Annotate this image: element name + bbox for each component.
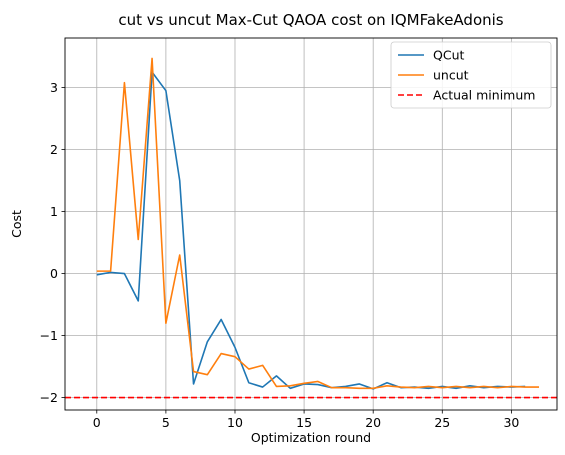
y-axis-label: Cost: [9, 210, 24, 238]
legend: QCut uncut Actual minimum: [390, 41, 552, 109]
plot-frame: [64, 37, 558, 411]
x-tick-label: 5: [162, 415, 170, 430]
x-tick-label: 0: [93, 415, 101, 430]
legend-box: [390, 41, 552, 109]
y-tick-label: −2: [40, 390, 58, 405]
x-tick-label: 15: [296, 415, 312, 430]
x-tick-label: 25: [434, 415, 450, 430]
y-tick-label: 1: [50, 204, 58, 219]
legend-label-uncut: uncut: [433, 68, 469, 83]
y-ticks: −2 −1 0 1 2 3: [40, 80, 65, 405]
legend-label-actual-minimum: Actual minimum: [433, 88, 535, 103]
series-line-uncut: [96, 57, 540, 390]
x-tick-label: 10: [227, 415, 243, 430]
series-layer: [65, 57, 557, 399]
x-tick-label: 20: [365, 415, 381, 430]
y-tick-label: 2: [50, 142, 58, 157]
x-ticks: 0 5 10 15 20 25 30: [93, 410, 519, 430]
series-line-qcut: [96, 71, 526, 390]
y-tick-label: −1: [40, 328, 58, 343]
chart-title: cut vs uncut Max-Cut QAOA cost on IQMFak…: [118, 11, 503, 29]
x-tick-label: 30: [503, 415, 519, 430]
legend-label-qcut: QCut: [433, 48, 464, 63]
y-tick-label: 3: [50, 80, 58, 95]
x-axis-label: Optimization round: [251, 430, 371, 445]
y-tick-label: 0: [50, 266, 58, 281]
